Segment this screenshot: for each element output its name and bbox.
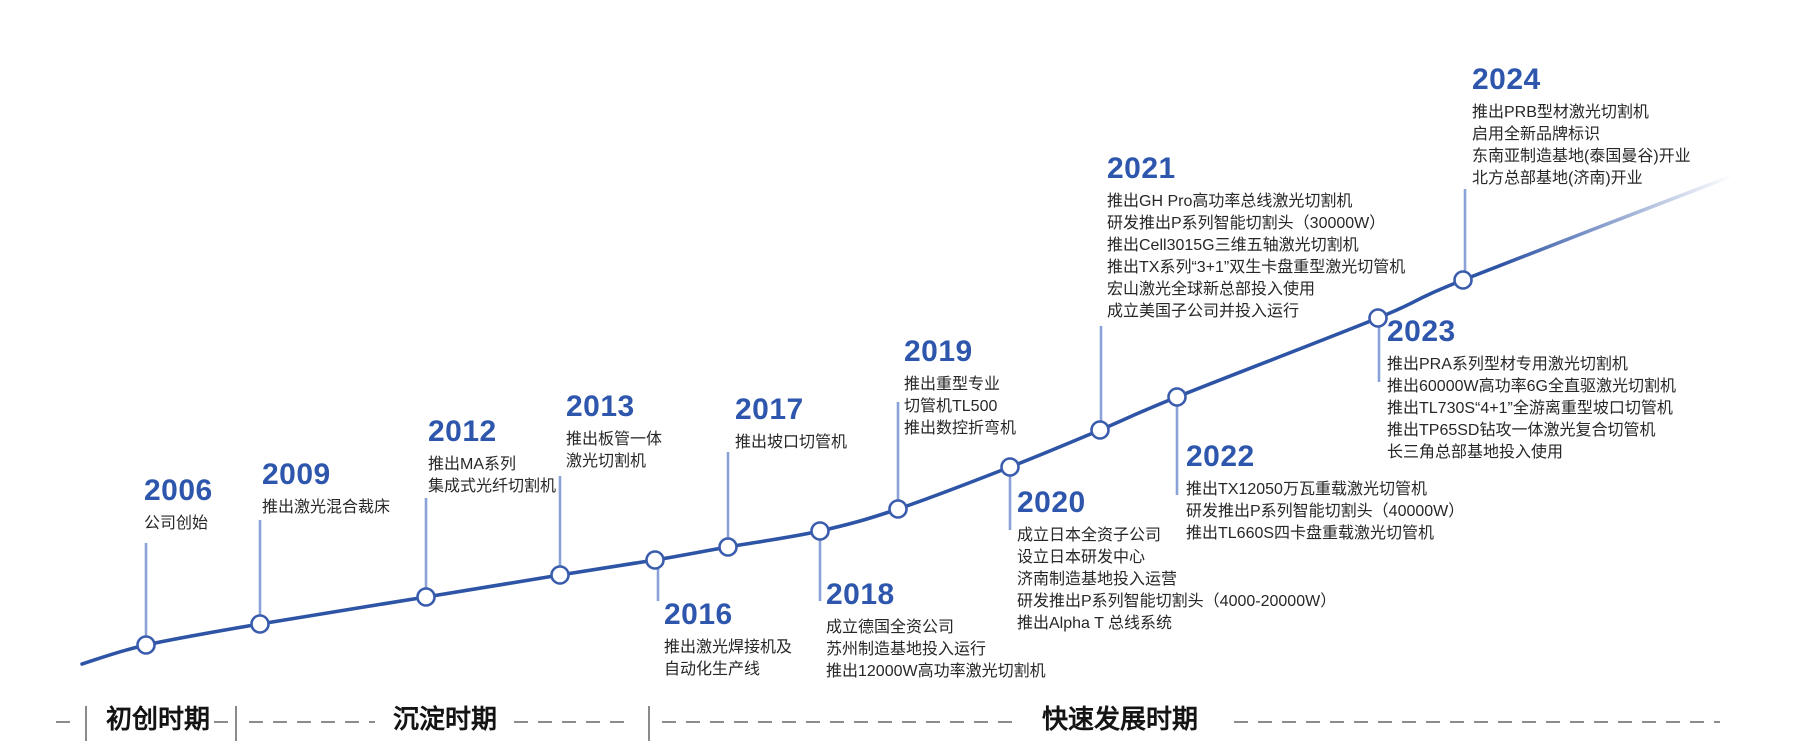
timeline-dot-2020	[1000, 457, 1020, 477]
timeline-dot-2019	[888, 499, 908, 519]
timeline-dot-2017	[718, 537, 738, 557]
milestone-year: 2019	[904, 335, 973, 368]
timeline-dot-2012	[416, 587, 436, 607]
milestone-detail: 推出激光混合裁床	[262, 499, 391, 516]
axis-tick	[648, 706, 650, 741]
phase-label-rapid-growth: 快速发展时期	[1042, 704, 1199, 734]
milestone-year: 2024	[1472, 63, 1541, 96]
milestone-2006: 2006 公司创始	[144, 474, 213, 535]
timeline-dot-2018	[810, 521, 830, 541]
timeline-dots	[136, 270, 1473, 655]
milestone-detail: 设立日本研发中心	[1017, 549, 1146, 566]
milestone-2009: 2009 推出激光混合裁床	[262, 458, 390, 519]
milestone-2012: 2012 推出MA系列集成式光纤切割机	[428, 415, 556, 498]
milestone-year: 2021	[1107, 152, 1176, 185]
milestone-detail: 推出坡口切管机	[735, 434, 848, 451]
milestone-detail: 推出TL730S“4+1”全游离重型坡口切管机	[1387, 400, 1673, 417]
milestone-detail: 成立美国子公司并投入运行	[1107, 303, 1300, 320]
milestone-detail: 东南亚制造基地(泰国曼谷)开业	[1472, 148, 1691, 165]
milestone-detail: 激光切割机	[566, 453, 647, 470]
milestone-detail: 推出MA系列	[428, 456, 517, 473]
phase-label-startup: 初创时期	[106, 704, 211, 734]
milestone-detail: 宏山激光全球新总部投入使用	[1107, 281, 1316, 298]
timeline-dot-2024	[1453, 270, 1473, 290]
milestone-detail: 推出TL660S四卡盘重载激光切管机	[1186, 525, 1435, 542]
milestone-year: 2013	[566, 390, 635, 423]
timeline-dot-2006	[136, 635, 156, 655]
milestone-2018: 2018 成立德国全资公司苏州制造基地投入运行推出12000W高功率激光切割机	[826, 578, 1046, 683]
milestone-detail: 推出PRB型材激光切割机	[1472, 104, 1649, 121]
milestone-detail: 推出TX12050万瓦重载激光切管机	[1186, 481, 1427, 498]
milestone-detail: 推出激光焊接机及	[664, 639, 793, 656]
timeline-dot-2021	[1090, 420, 1110, 440]
milestone-year: 2017	[735, 393, 804, 426]
axis-tick	[85, 706, 87, 741]
milestone-detail: 苏州制造基地投入运行	[826, 641, 987, 658]
milestone-2021: 2021 推出GH Pro高功率总线激光切割机研发推出P系列智能切割头（30000…	[1107, 152, 1405, 323]
milestone-detail: 推出Alpha T 总线系统	[1017, 615, 1173, 632]
axis-dash	[214, 721, 230, 723]
milestone-year: 2022	[1186, 440, 1255, 473]
milestone-year: 2012	[428, 415, 497, 448]
milestone-detail: 成立德国全资公司	[826, 619, 955, 636]
milestone-year: 2018	[826, 578, 895, 611]
milestone-year: 2009	[262, 458, 331, 491]
milestone-year: 2006	[144, 474, 213, 507]
axis-dash	[249, 721, 375, 723]
milestone-detail: 推出PRA系列型材专用激光切割机	[1387, 356, 1628, 373]
axis-dash	[56, 721, 74, 723]
milestone-connectors	[144, 189, 1467, 637]
milestone-detail: 推出12000W高功率激光切割机	[826, 663, 1046, 680]
milestone-year: 2023	[1387, 315, 1456, 348]
milestone-2023: 2023 推出PRA系列型材专用激光切割机推出60000W高功率6G全直驱激光切割…	[1387, 315, 1676, 464]
milestone-detail: 切管机TL500	[904, 398, 998, 415]
axis-dash	[662, 721, 1014, 723]
milestone-2022: 2022 推出TX12050万瓦重载激光切管机研发推出P系列智能切割头（40000…	[1186, 440, 1464, 545]
timeline-dot-2013	[550, 565, 570, 585]
milestone-detail: 研发推出P系列智能切割头（4000-20000W）	[1017, 593, 1337, 610]
milestone-2016: 2016 推出激光焊接机及 自动化生产线	[664, 598, 792, 681]
axis-dash	[1234, 721, 1720, 723]
milestone-year: 2016	[664, 598, 733, 631]
milestone-detail: 集成式光纤切割机	[428, 478, 557, 495]
phase-label-accumulation: 沉淀时期	[393, 704, 498, 734]
milestone-detail: 推出数控折弯机	[904, 420, 1017, 437]
axis-tick	[235, 706, 237, 741]
milestone-detail: 启用全新品牌标识	[1472, 126, 1601, 143]
milestone-detail: 推出TX系列“3+1”双生卡盘重型激光切管机	[1107, 259, 1406, 276]
timeline-dot-2023	[1368, 308, 1388, 328]
milestone-detail: 北方总部基地(济南)开业	[1472, 170, 1643, 187]
milestone-detail: 推出板管一体	[566, 431, 663, 448]
milestone-detail: 研发推出P系列智能切割头（40000W）	[1186, 503, 1465, 520]
milestone-detail: 推出Cell3015G三维五轴激光切割机	[1107, 237, 1359, 254]
milestone-detail: 成立日本全资子公司	[1017, 527, 1162, 544]
milestone-2024: 2024 推出PRB型材激光切割机 启用全新品牌标识东南亚制造基地(泰国曼谷)开业北…	[1472, 63, 1691, 190]
milestone-2020: 2020 成立日本全资子公司 设立日本研发中心济南制造基地投入运营研发推出P系列智能…	[1017, 486, 1336, 635]
milestone-detail: 推出TP65SD钻攻一体激光复合切管机	[1387, 422, 1656, 439]
milestone-detail: 推出GH Pro高功率总线激光切割机	[1107, 193, 1353, 210]
timeline-dot-2009	[250, 614, 270, 634]
milestone-2017: 2017 推出坡口切管机	[735, 393, 847, 454]
milestone-detail: 公司创始	[144, 515, 209, 532]
axis-dash	[514, 721, 630, 723]
milestone-2019: 2019 推出重型专业 切管机TL500 推出数控折弯机	[904, 335, 1016, 440]
milestone-detail: 研发推出P系列智能切割头（30000W）	[1107, 215, 1386, 232]
timeline-dot-2016	[645, 550, 665, 570]
milestone-detail: 推出60000W高功率6G全直驱激光切割机	[1387, 378, 1676, 395]
timeline-dot-2022	[1167, 387, 1187, 407]
milestone-detail: 推出重型专业	[904, 376, 1001, 393]
milestone-year: 2020	[1017, 486, 1086, 519]
milestone-detail: 长三角总部基地投入使用	[1387, 444, 1564, 461]
milestone-2013: 2013 推出板管一体 激光切割机	[566, 390, 662, 473]
milestone-detail: 济南制造基地投入运营	[1017, 571, 1178, 588]
milestone-detail: 自动化生产线	[664, 661, 761, 678]
